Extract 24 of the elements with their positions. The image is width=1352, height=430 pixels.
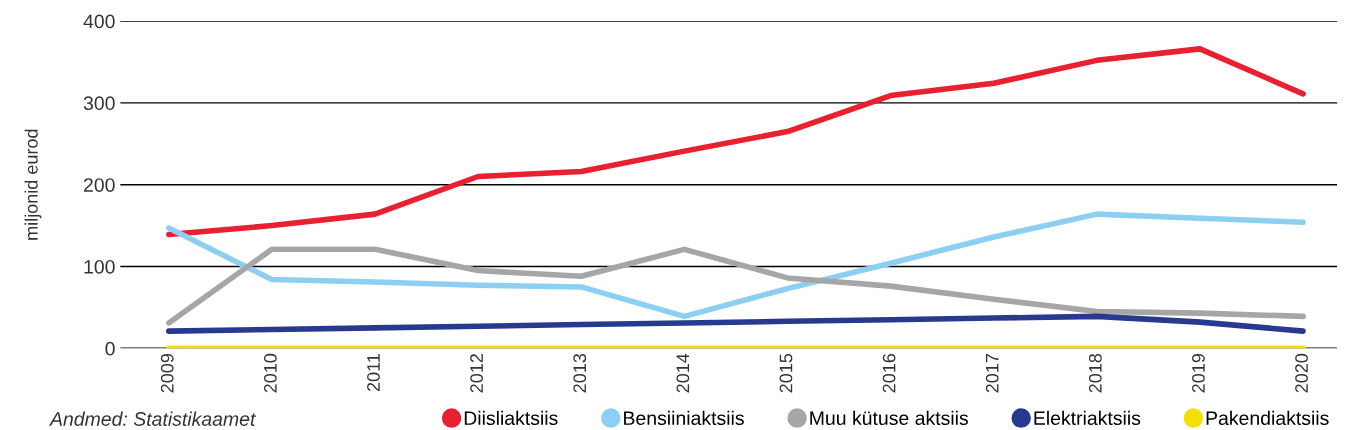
legend-label: Pakendiaktsiis [1206,410,1329,426]
y-tick-label: 100 [84,259,115,274]
y-tick-label: 300 [83,96,115,111]
legend-label: Muu kütuse aktsiis [810,410,968,426]
x-tick-label: 2020 [1295,353,1308,393]
legend-label: Bensiiniaktsiis [624,410,744,426]
x-tick-label: 2012 [470,354,483,393]
x-tick-label: 2018 [1088,353,1102,393]
x-tick-label: 2016 [882,353,896,393]
x-tick-label: 2015 [779,353,793,393]
x-tick-label: 2014 [676,353,690,393]
x-tick-label: 2011 [367,354,380,392]
y-tick-label: 200 [84,178,115,192]
text: Andmed: Statistikaamet [49,411,257,426]
x-tick-label: 2019 [1192,354,1205,393]
x-tick-label: 2017 [985,354,999,393]
x-tick-label: 2010 [263,353,277,393]
legend-label: Elektriaktsiis [1034,410,1141,426]
y-tick-label: 0 [105,341,115,356]
legend-label: Diisliaktsiis [464,410,558,426]
y-axis-title: miljonid eurod [24,129,42,240]
x-tick-label: 2009 [160,354,174,393]
y-tick-label: 400 [83,14,115,29]
x-tick-label: 2013 [573,353,587,393]
